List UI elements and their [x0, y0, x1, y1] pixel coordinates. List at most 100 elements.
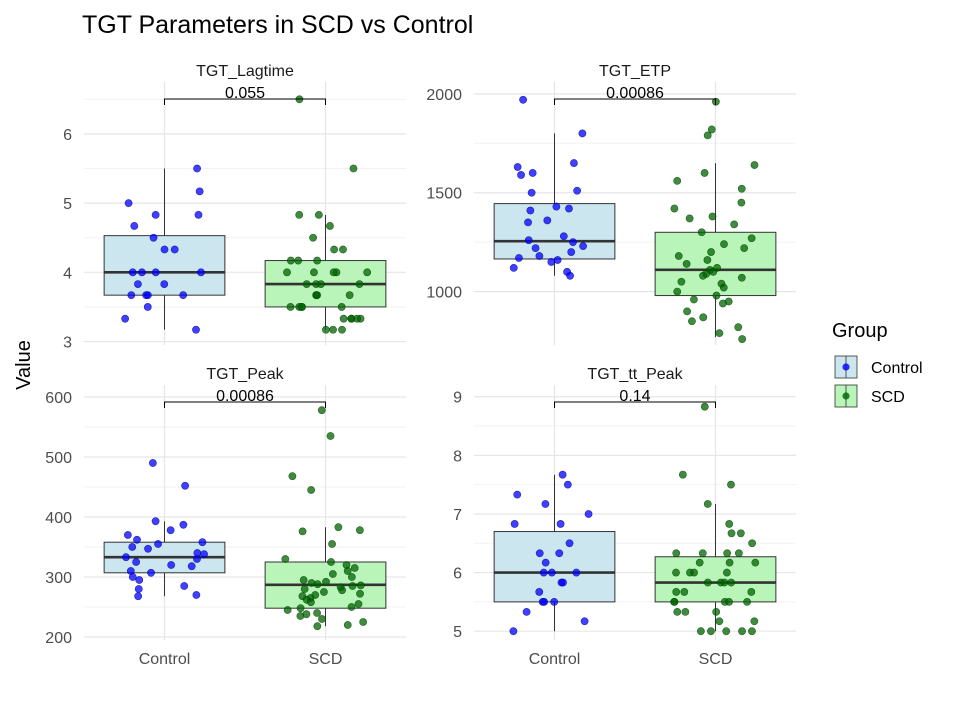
data-point — [350, 564, 359, 572]
data-point — [195, 187, 204, 196]
data-point — [673, 607, 682, 616]
data-point — [748, 627, 756, 636]
data-point — [681, 607, 690, 616]
panel-tgt-peak: 200 300 400 500 600 TGT_Peak 0.00086 Control SCD — [45, 366, 406, 668]
data-point — [526, 206, 535, 215]
panel-title: TGT_tt_Peak — [587, 366, 683, 383]
data-point — [727, 480, 735, 489]
data-point — [134, 592, 143, 601]
data-point — [722, 568, 731, 577]
data-point — [151, 210, 160, 219]
data-point — [328, 540, 336, 548]
data-point — [509, 627, 518, 636]
box-control — [493, 531, 616, 603]
data-point — [313, 622, 322, 631]
panel-title: TGT_ETP — [599, 63, 671, 80]
data-point — [355, 280, 364, 288]
legend-swatch-dot — [842, 392, 850, 400]
data-point — [738, 335, 747, 343]
data-point — [720, 578, 729, 587]
data-point — [328, 570, 337, 578]
data-point — [674, 252, 683, 260]
data-point — [673, 287, 682, 296]
x-tick-label: SCD — [309, 651, 343, 668]
significance-bracket — [164, 401, 326, 408]
data-point — [133, 535, 141, 544]
data-point — [725, 597, 733, 606]
panels-layer: 3 4 5 6 TGT_Lagtime 0.055 1000 1500 2000 TGT_ETP 0… — [45, 63, 796, 668]
data-point — [295, 210, 304, 219]
data-point — [750, 617, 759, 626]
data-point — [322, 577, 330, 586]
p-value-label: 0.00086 — [216, 388, 274, 405]
data-point — [198, 538, 207, 547]
data-point — [569, 238, 577, 247]
data-point — [286, 303, 295, 311]
data-point — [737, 184, 746, 193]
y-tick-label: 200 — [45, 630, 72, 647]
data-point — [307, 598, 315, 607]
data-point — [143, 303, 152, 311]
data-point — [522, 607, 531, 616]
legend-title: Group — [832, 320, 888, 342]
data-point — [700, 169, 709, 177]
panel-tgt-tt-peak: 5 6 7 8 9 TGT_tt_Peak 0.14 Control SCD — [453, 366, 796, 668]
data-point — [541, 558, 550, 567]
data-point — [672, 568, 680, 577]
data-point — [329, 325, 337, 334]
data-point — [678, 470, 687, 479]
data-point — [703, 578, 712, 587]
data-point — [709, 267, 718, 276]
data-point — [513, 163, 522, 171]
data-point — [343, 621, 352, 629]
data-point — [541, 500, 550, 508]
data-point — [288, 472, 297, 481]
data-point — [356, 589, 364, 598]
data-point — [194, 210, 203, 219]
data-point — [355, 526, 364, 535]
data-point — [556, 520, 565, 528]
panel-title: TGT_Lagtime — [196, 63, 294, 80]
data-point — [310, 268, 318, 277]
data-point — [294, 256, 303, 265]
data-point — [528, 169, 537, 177]
y-tick-label: 4 — [63, 265, 72, 282]
x-tick-label: Control — [529, 651, 581, 668]
data-point — [552, 202, 561, 211]
data-point — [283, 606, 292, 614]
data-point — [567, 248, 576, 256]
data-point — [298, 527, 307, 536]
data-point — [703, 256, 712, 264]
data-point — [547, 568, 556, 577]
data-point — [737, 198, 746, 207]
data-point — [314, 210, 323, 219]
data-point — [343, 567, 352, 575]
data-point — [703, 500, 712, 508]
data-point — [326, 432, 335, 440]
p-value-label: 0.00086 — [606, 85, 664, 102]
y-tick-label: 7 — [453, 507, 462, 524]
data-point — [751, 558, 760, 567]
data-point — [192, 325, 200, 334]
data-point — [690, 295, 698, 304]
data-point — [354, 600, 363, 608]
data-point — [123, 531, 132, 539]
data-point — [286, 256, 295, 265]
data-point — [302, 280, 311, 288]
data-point — [703, 131, 712, 140]
chart-title: TGT Parameters in SCD vs Control — [82, 11, 473, 39]
data-point — [558, 470, 567, 479]
data-point — [748, 539, 757, 548]
data-point — [698, 549, 707, 558]
data-point — [708, 212, 717, 221]
data-point — [573, 186, 582, 195]
data-point — [296, 612, 305, 620]
y-tick-label: 2000 — [426, 87, 462, 104]
data-point — [509, 263, 518, 272]
data-point — [672, 549, 681, 558]
data-point — [197, 268, 205, 277]
data-point — [682, 260, 691, 268]
significance-bracket — [554, 401, 716, 408]
y-tick-label: 9 — [453, 390, 462, 407]
data-point — [128, 543, 137, 551]
